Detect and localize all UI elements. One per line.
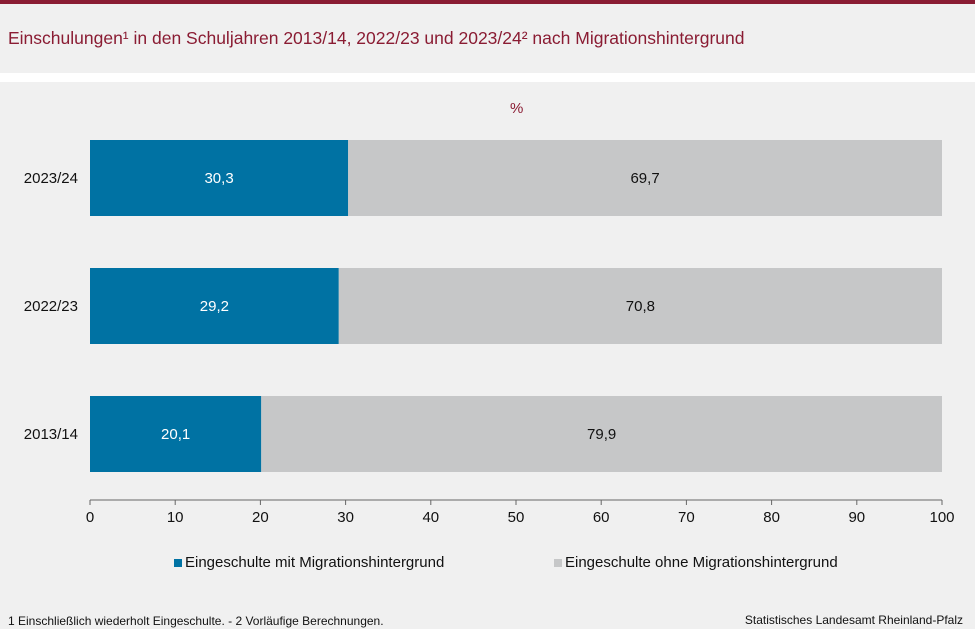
data-label: 79,9 <box>587 426 616 443</box>
category-label: 2023/24 <box>24 170 78 187</box>
legend-label-without-migration: Eingeschulte ohne Migrationshintergrund <box>565 554 838 571</box>
x-tick-label: 10 <box>167 509 184 526</box>
source-label: Statistisches Landesamt Rheinland-Pfalz <box>744 613 963 627</box>
unit-label: % <box>510 100 524 117</box>
x-tick-label: 20 <box>252 509 269 526</box>
legend-label-with-migration: Eingeschulte mit Migrationshintergrund <box>185 554 445 571</box>
x-tick-label: 80 <box>763 509 780 526</box>
category-label: 2013/14 <box>24 426 78 443</box>
title-separator <box>0 73 975 82</box>
bar-segment <box>338 268 942 344</box>
bar-segment <box>90 268 339 344</box>
data-label: 29,2 <box>200 298 229 315</box>
data-label: 69,7 <box>630 170 659 187</box>
x-tick-label: 100 <box>929 509 954 526</box>
x-tick-label: 40 <box>422 509 439 526</box>
x-tick-label: 70 <box>678 509 695 526</box>
bar-segment <box>348 140 942 216</box>
chart-title: Einschulungen¹ in den Schuljahren 2013/1… <box>8 28 745 48</box>
footnote: 1 Einschließlich wiederholt Eingeschulte… <box>8 614 384 628</box>
legend-swatch-without-migration <box>554 558 562 567</box>
legend-swatch-with-migration <box>174 558 182 567</box>
bar-segment <box>90 396 262 472</box>
x-tick-label: 30 <box>337 509 354 526</box>
data-label: 20,1 <box>161 426 190 443</box>
x-tick-label: 0 <box>86 509 94 526</box>
stacked-bar-chart: 2023/24 30,3 69,7 2022/23 29,2 70,8 2013/14 20,… <box>24 140 955 526</box>
bar-segment <box>261 396 942 472</box>
x-tick-label: 90 <box>848 509 865 526</box>
x-tick-label: 60 <box>593 509 610 526</box>
data-label: 30,3 <box>204 170 233 187</box>
data-label: 70,8 <box>626 298 655 315</box>
legend-item-with-migration: Eingeschulte mit Migrationshintergrund <box>174 554 444 571</box>
top-accent-bar <box>0 0 975 4</box>
x-tick-label: 50 <box>508 509 525 526</box>
category-label: 2022/23 <box>24 298 78 315</box>
bar-segment <box>90 140 349 216</box>
legend-item-without-migration: Eingeschulte ohne Migrationshintergrund <box>554 554 838 571</box>
